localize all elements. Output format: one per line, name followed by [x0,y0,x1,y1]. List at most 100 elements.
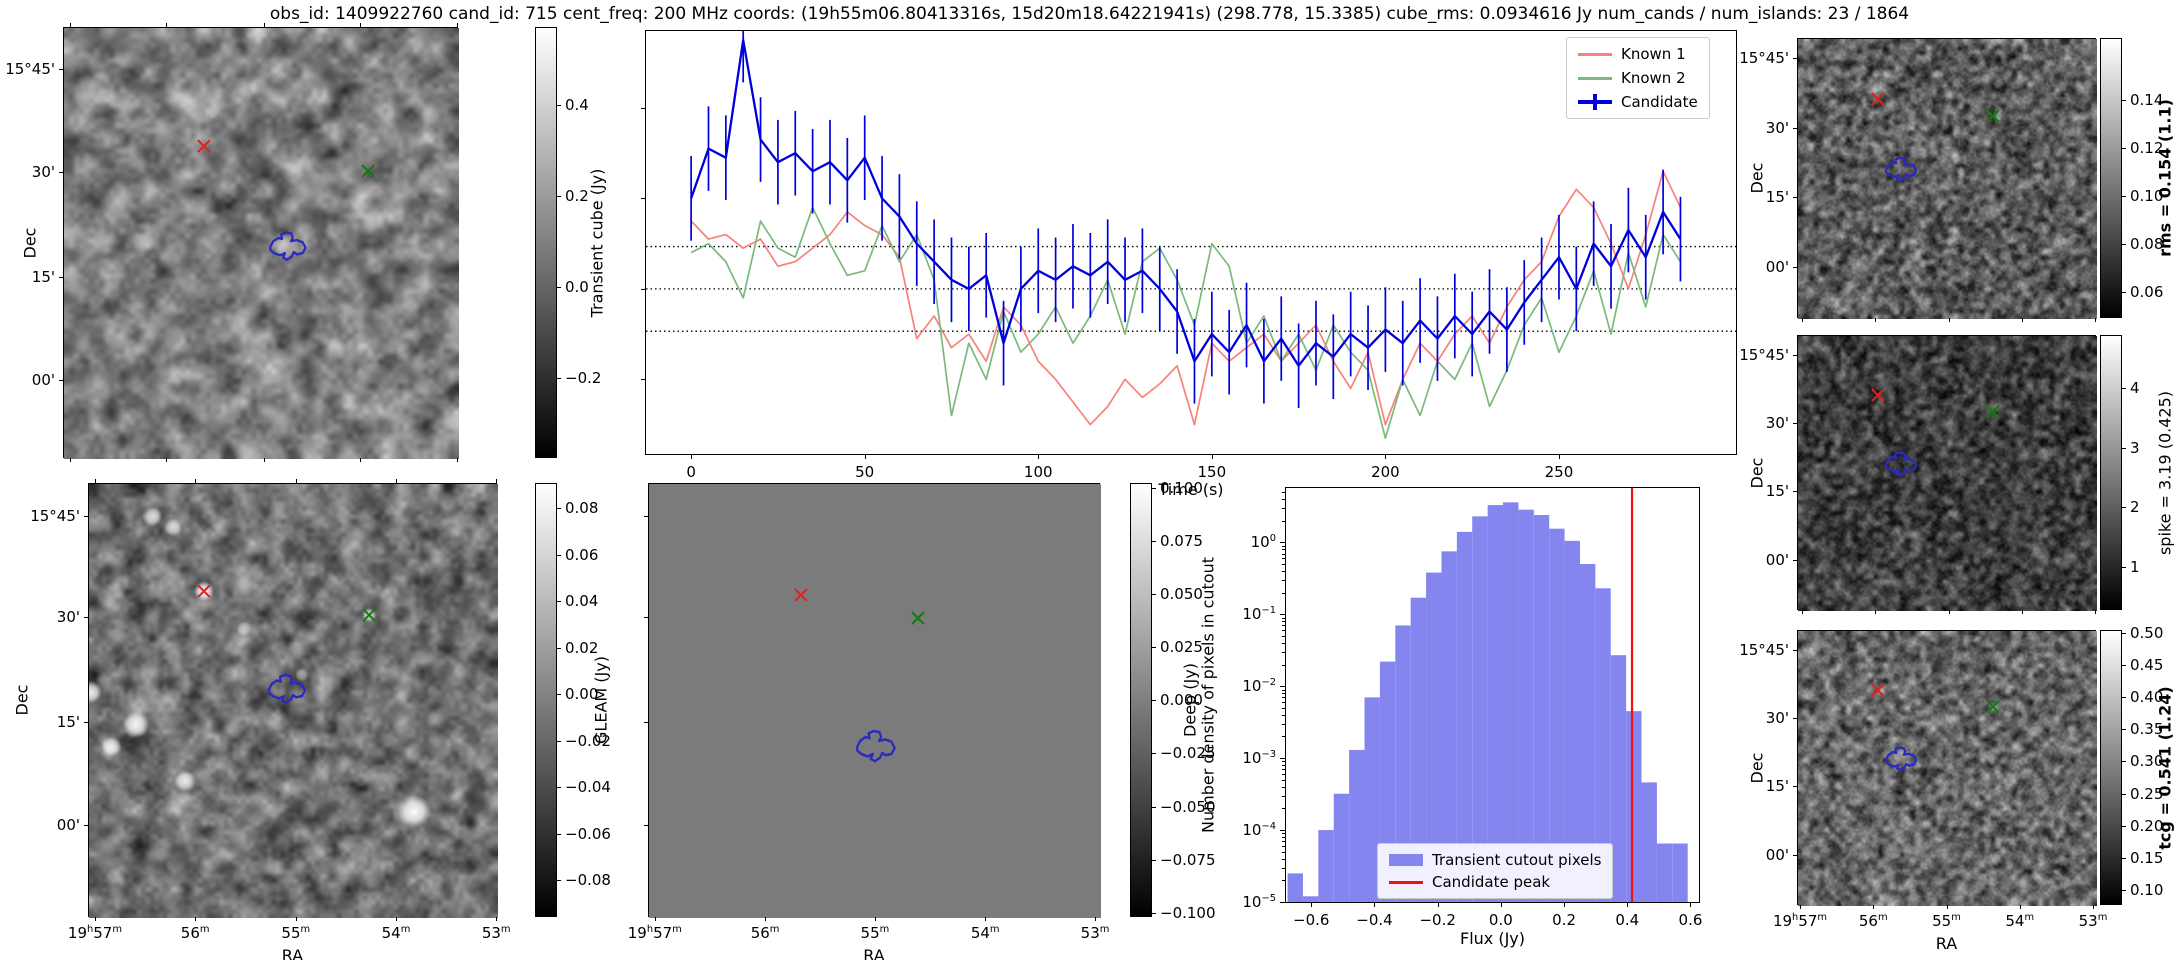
known2-lightcurve [690,206,1682,440]
axis-tick-label: 00' [1765,257,1789,276]
tick-mark [1282,880,1285,882]
tick-mark [691,455,693,459]
axis-tick-label: 0.4 [1615,911,1640,929]
tick-mark [1282,761,1285,763]
tick-mark [1282,492,1285,494]
tick-mark [1282,723,1285,725]
island-contour [1885,451,1918,477]
legend-item-known2: Known 2 [1578,69,1698,87]
tick-mark [1282,545,1285,547]
tick-mark [1793,854,1797,856]
tick-mark [1282,702,1285,704]
tick-mark [1282,499,1285,501]
tick-mark [1282,779,1285,781]
rms-colorbar-label: rms = 0.154 (1.1) [2155,99,2175,257]
axis-tick-label: −0.2 [565,368,602,387]
tick-mark [1280,614,1285,616]
axis-tick-label: 2 [2130,498,2140,517]
known-source-1-marker [197,584,211,598]
legend-item-known1: Known 1 [1578,45,1698,63]
tick-mark [1211,455,1213,459]
tick-mark [2122,825,2126,827]
tick-mark [1282,867,1285,869]
known1-lightcurve [690,170,1682,426]
tick-mark [1282,736,1285,738]
tick-mark [1793,197,1797,199]
tick-mark [557,787,561,789]
histogram-bar [1641,782,1657,902]
tick-mark [1311,903,1313,907]
tick-mark [1282,617,1285,619]
tick-mark [59,171,63,173]
tick-mark [1282,837,1285,839]
axis-tick-label: −0.08 [565,870,611,889]
axis-tick-label: −0.06 [565,824,611,843]
gleam-colorbar-label: GLEAM (Jy) [591,656,611,744]
axis-tick-label: −0.6 [1293,911,1330,929]
histogram-bar [1349,749,1365,902]
legend-label: Candidate [1621,93,1698,111]
tcg-map-panel [1797,630,2097,906]
tick-mark [644,824,648,826]
tick-mark [1793,423,1797,425]
axis-tick-label: 0.4 [565,95,589,114]
tick-mark [557,880,561,882]
tick-mark [1095,917,1097,921]
tcg-map-panel-overlay [1871,683,2000,772]
axis-tick-label: 0.08 [2130,234,2164,253]
tick-mark [59,68,63,70]
axis-tick-label: 00' [56,815,80,834]
axis-tick-label: 15' [31,267,55,286]
tick-mark [395,479,397,483]
tick-mark [1152,700,1156,702]
tick-mark [166,23,168,27]
tick-mark [1437,903,1439,907]
tick-mark [1282,693,1285,695]
ra-axis-label: RA [863,946,885,960]
tick-mark [1282,833,1285,835]
dec-axis-label: Dec [1747,457,1767,488]
axis-tick-label: 55m [1932,912,1961,930]
histogram-bar [1302,896,1319,902]
tick-mark [1875,318,1877,322]
tick-mark [1799,905,1801,909]
tick-mark [557,554,561,556]
axis-tick-label: 30' [1765,118,1789,137]
histogram-bar [1472,516,1488,902]
transient-cube-colorbar [535,27,557,458]
spike-map-panel-overlay [1871,388,2000,477]
axis-tick-label: 54m [2005,912,2035,930]
dec-axis-label: Dec [12,684,32,716]
tick-mark [263,23,265,27]
known-source-1-marker [1871,388,1885,402]
tick-mark [1802,318,1804,322]
histogram-bar [1564,540,1580,902]
tick-mark [1282,765,1285,767]
known-source-1-marker [1871,92,1885,106]
spike-map-panel-image [1798,336,2097,611]
tick-mark [641,107,645,109]
histogram-bar [1379,661,1396,902]
rms-map-panel-overlay [1871,92,2000,182]
tick-mark [557,105,561,106]
tick-mark [1282,841,1285,843]
tcg-colorbar-label: tcg = 0.541 (1.24) [2155,685,2175,850]
tick-mark [2122,507,2126,509]
axis-tick-label: 0.25 [2130,784,2164,803]
axis-tick-label: 0.000 [1160,691,1203,710]
axis-tick-label: 100 [1250,533,1276,552]
tick-mark [2022,318,2024,322]
deep-colorbar [1130,483,1152,917]
legend-label: Transient cutout pixels [1432,851,1602,869]
legend-item-candidate: Candidate [1578,93,1698,111]
legend-item-cutout-pixels: Transient cutout pixels [1389,851,1601,869]
known2-line-swatch [1578,70,1612,86]
legend-label: Known 1 [1621,45,1686,63]
tick-mark [1282,553,1285,555]
axis-tick-label: 0.14 [2130,90,2164,109]
tick-mark [1282,508,1285,510]
histogram-bar [1549,528,1565,902]
tick-mark [1152,859,1156,861]
legend-item-candidate-peak: Candidate peak [1389,873,1601,891]
tick-mark [1793,786,1797,788]
